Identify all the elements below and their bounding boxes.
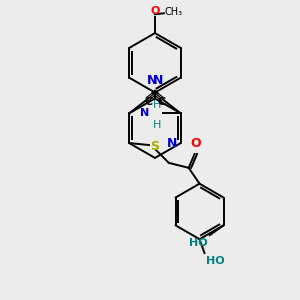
- Text: CH₃: CH₃: [165, 7, 183, 17]
- Text: N: N: [153, 74, 163, 87]
- Text: N: N: [147, 74, 157, 87]
- Text: C: C: [158, 98, 166, 107]
- Text: HO: HO: [206, 256, 225, 266]
- Text: HO: HO: [189, 238, 208, 248]
- Text: N: N: [140, 108, 149, 118]
- Text: N: N: [167, 136, 178, 150]
- Text: O: O: [190, 137, 201, 150]
- Text: H: H: [153, 100, 161, 110]
- Text: O: O: [150, 6, 160, 16]
- Text: H: H: [153, 120, 161, 130]
- Text: C: C: [144, 98, 152, 107]
- Text: S: S: [150, 140, 159, 152]
